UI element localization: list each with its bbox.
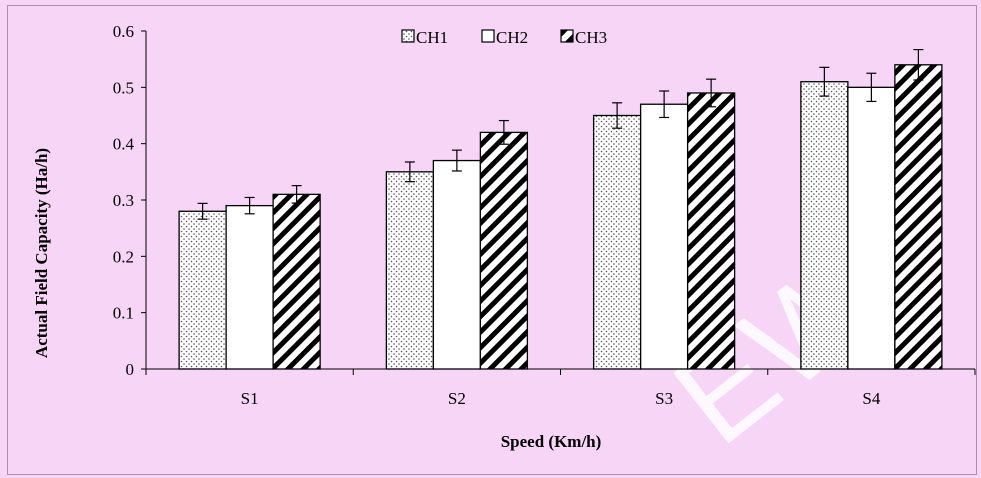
bar-ch3-s2 <box>479 131 529 370</box>
legend-label-ch3: CH3 <box>575 28 607 47</box>
bar-ch2-s4 <box>847 86 896 370</box>
bar-ch1-s4 <box>800 81 849 370</box>
y-tick-label: 0.6 <box>113 22 134 41</box>
bar-ch3-s1 <box>272 193 321 370</box>
y-axis-title: Actual Field Capacity (Ha/h) <box>32 148 51 358</box>
y-tick-label: 0.5 <box>113 78 134 97</box>
bar-ch3-s4 <box>894 64 943 370</box>
legend-swatch-ch3 <box>560 29 574 43</box>
legend-label-ch2: CH2 <box>496 28 528 47</box>
bar-ch2-s2 <box>432 159 482 370</box>
bar-ch3-s3 <box>686 92 736 370</box>
x-tick-label: S2 <box>448 389 466 408</box>
x-tick-label: S4 <box>862 389 880 408</box>
y-tick-label: 0.1 <box>113 304 134 323</box>
y-tick-label: 0.3 <box>113 191 134 210</box>
y-tick-label: 0.2 <box>113 247 134 266</box>
x-axis-title: Speed (Km/h) <box>501 432 602 451</box>
x-tick-label: S1 <box>241 389 259 408</box>
y-tick-label: 0 <box>126 360 135 379</box>
chart-frame <box>7 5 977 475</box>
bar-ch2-s1 <box>225 204 274 370</box>
y-tick-label: 0.4 <box>113 135 135 154</box>
x-tick-label: S3 <box>655 389 673 408</box>
legend-swatch-ch1 <box>401 29 415 43</box>
bar-ch1-s1 <box>178 210 227 370</box>
bar-ch1-s2 <box>385 171 435 370</box>
bars <box>178 48 943 370</box>
bar-ch2-s3 <box>639 103 689 370</box>
bar-ch1-s3 <box>592 114 642 370</box>
legend-label-ch1: CH1 <box>416 28 448 47</box>
legend: CH1 CH2 CH3 <box>401 28 607 47</box>
legend-swatch-ch2 <box>481 29 495 43</box>
